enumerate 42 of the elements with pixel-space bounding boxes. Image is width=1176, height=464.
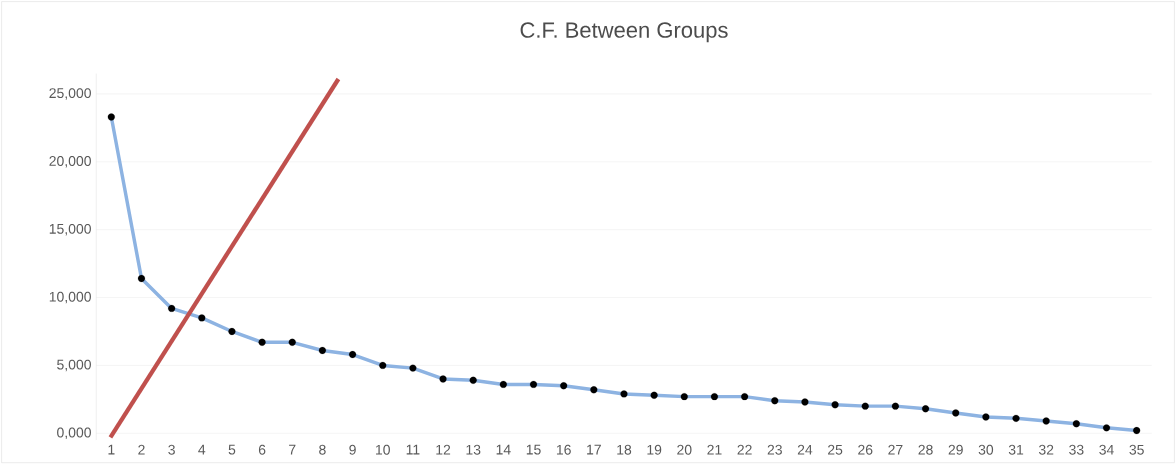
x-tick-label: 25 (828, 444, 843, 455)
x-tick-label: 16 (556, 444, 571, 455)
x-tick-label: 10 (376, 444, 390, 455)
x-tick-label: 5 (228, 444, 236, 455)
x-tick-label: 27 (888, 444, 903, 455)
x-tick-label: 8 (319, 444, 326, 455)
x-tick-label: 32 (1038, 444, 1054, 455)
x-tick-label: 2 (138, 444, 145, 455)
x-tick-label: 30 (978, 444, 994, 455)
y-tick-label: 0,000 (57, 427, 91, 439)
x-tick-label: 14 (496, 444, 511, 455)
x-tick-label: 24 (797, 444, 813, 455)
x-tick-label: 21 (707, 444, 722, 455)
x-tick-label: 34 (1099, 444, 1114, 455)
chart-title: C.F. Between Groups (520, 22, 728, 43)
x-tick-label: 18 (617, 444, 632, 455)
x-tick-label: 19 (647, 444, 662, 455)
x-tick-label: 9 (349, 444, 356, 455)
x-tick-label: 23 (767, 444, 782, 455)
x-tick-label: 1 (108, 444, 115, 455)
y-tick-label: 20,000 (49, 155, 91, 168)
y-tick-label: 10,000 (49, 291, 91, 304)
x-tick-label: 28 (918, 444, 933, 455)
x-tick-label: 22 (737, 444, 752, 455)
x-tick-label: 15 (526, 444, 541, 455)
x-tick-label: 13 (466, 444, 481, 455)
x-tick-label: 4 (198, 444, 206, 455)
x-tick-label: 26 (858, 444, 873, 455)
x-tick-label: 11 (406, 444, 420, 455)
x-tick-label: 29 (948, 444, 963, 455)
x-tick-label: 12 (436, 444, 451, 455)
x-tick-label: 7 (289, 444, 296, 455)
x-tick-label: 33 (1069, 444, 1084, 455)
y-tick-label: 25,000 (49, 88, 91, 100)
x-tick-label: 17 (587, 444, 601, 455)
y-tick-label: 15,000 (49, 223, 91, 236)
y-tick-label: 5,000 (57, 359, 91, 372)
x-tick-label: 20 (677, 444, 692, 455)
x-tick-label: 3 (168, 444, 175, 455)
x-tick-label: 6 (258, 444, 266, 455)
x-tick-label: 31 (1008, 444, 1024, 455)
x-tick-label: 35 (1129, 444, 1144, 455)
